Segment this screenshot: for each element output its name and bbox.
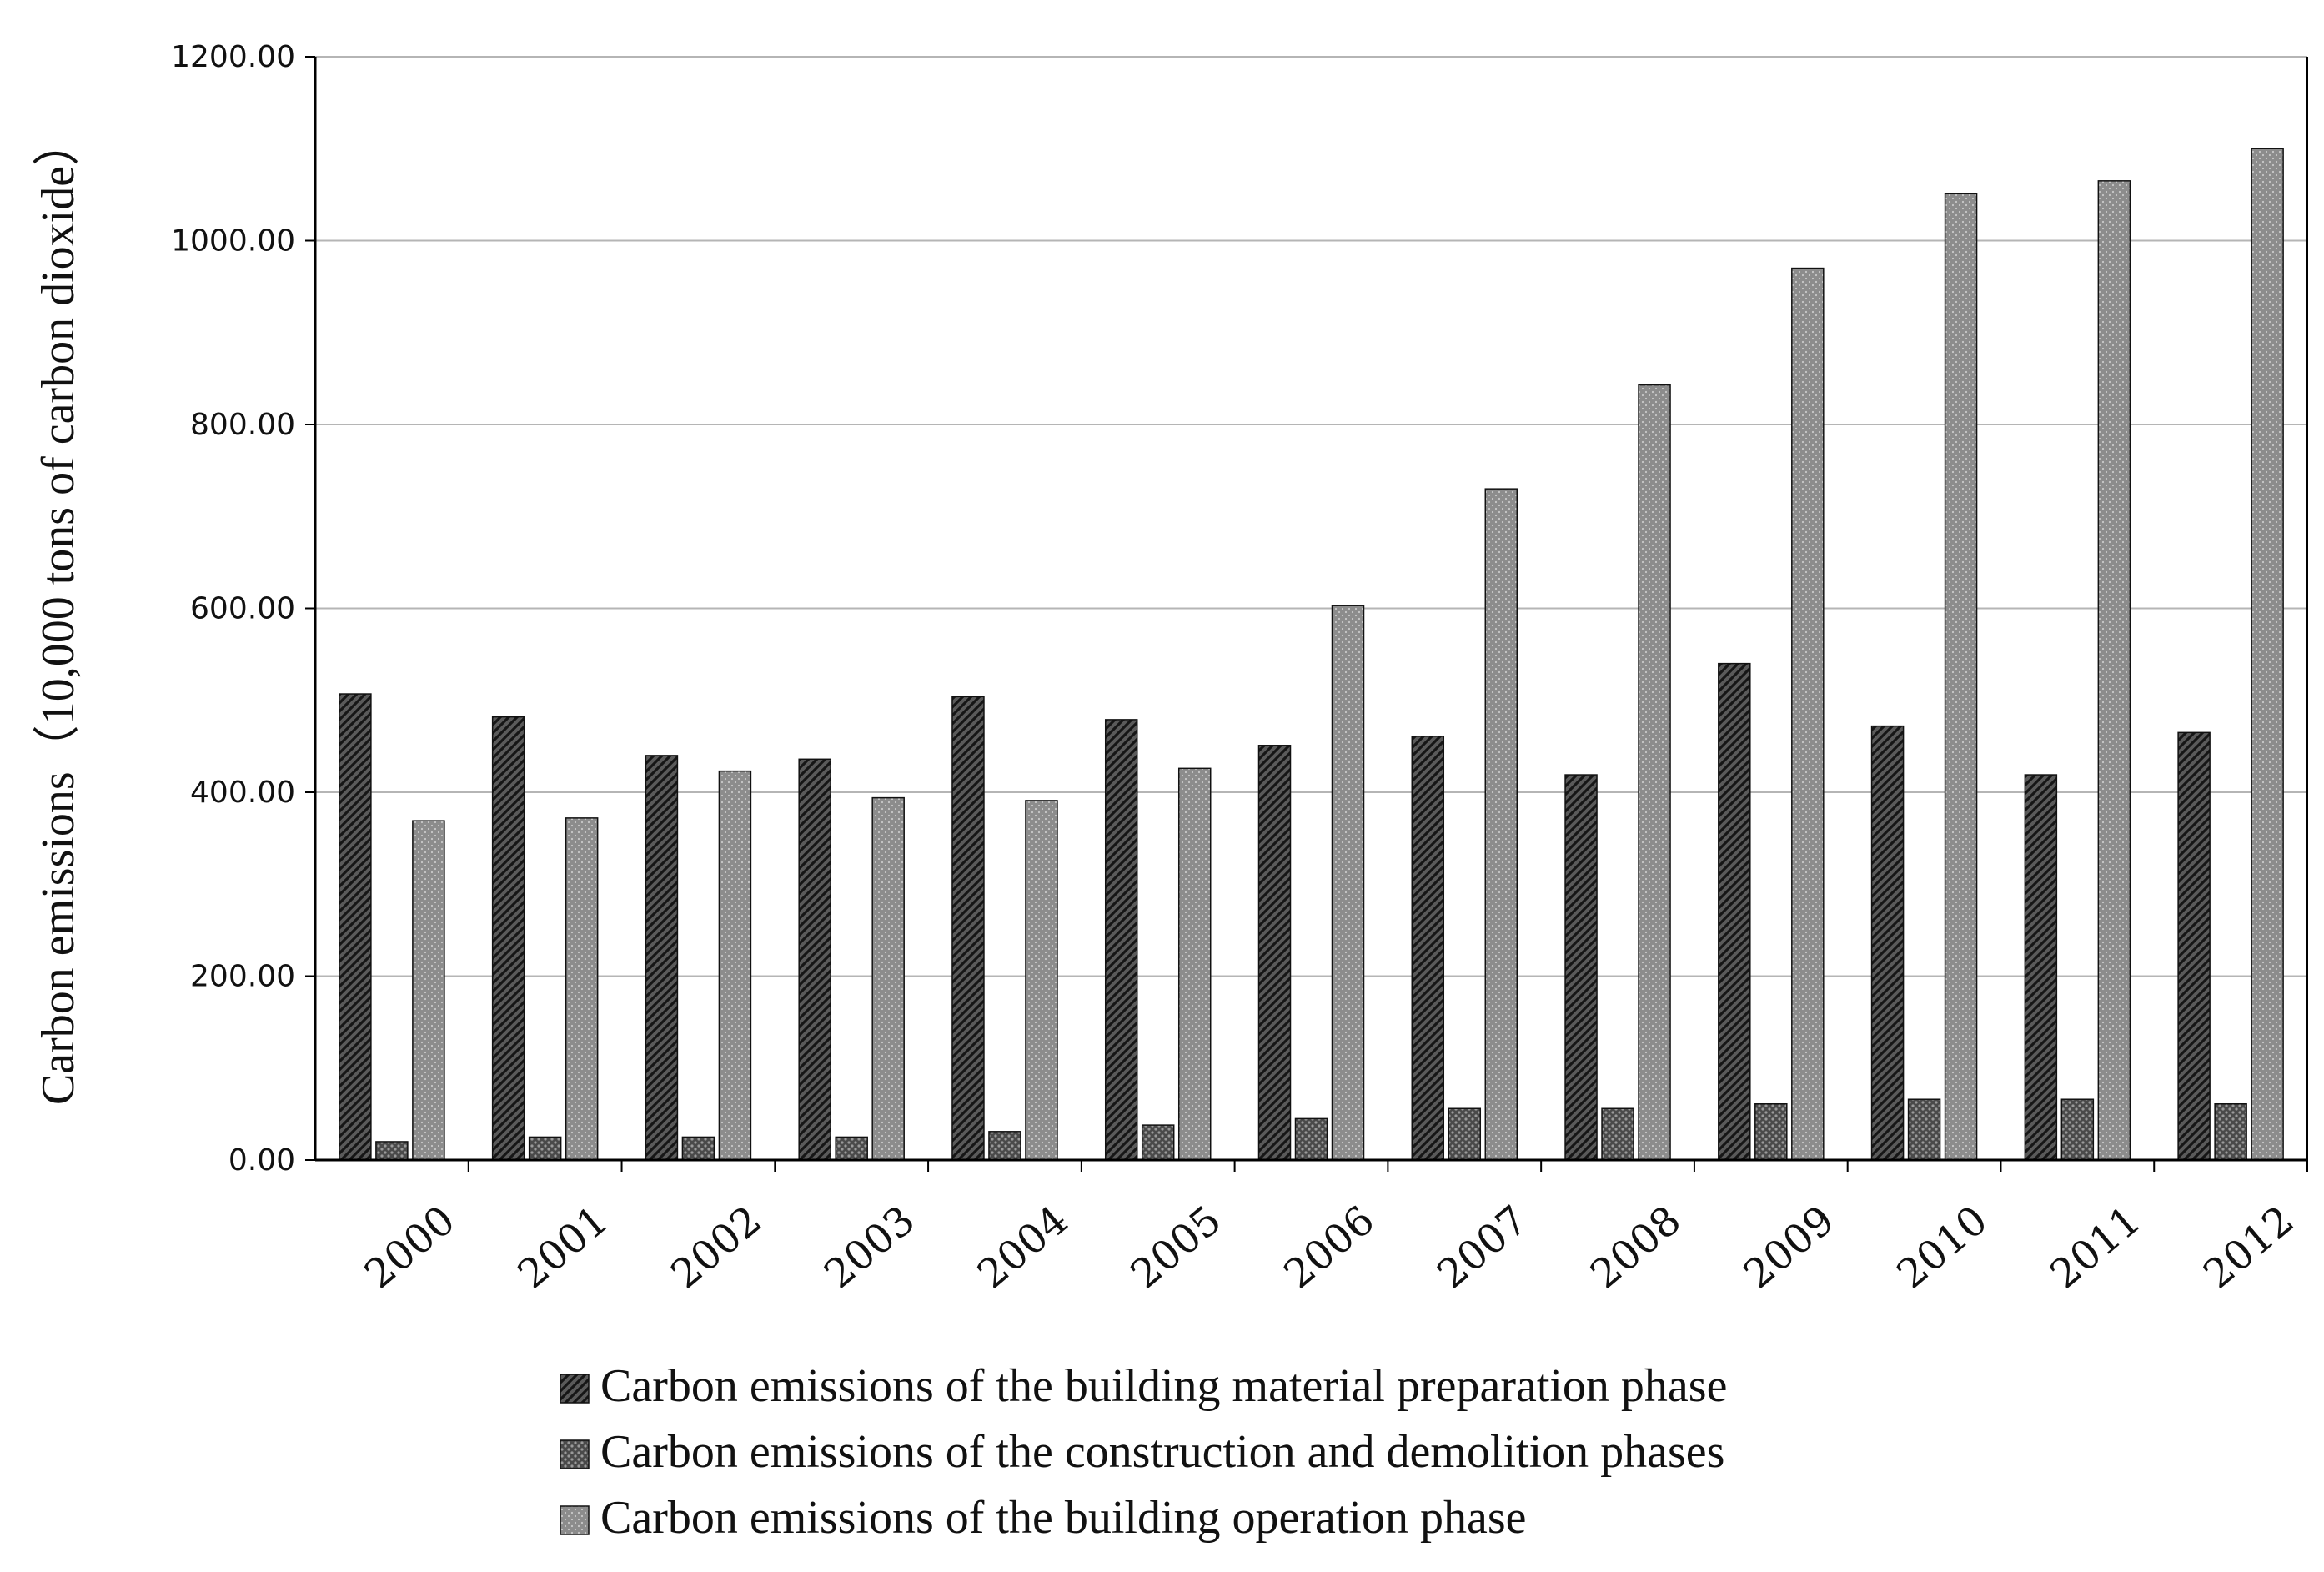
bar-series1-2000: [339, 693, 372, 1161]
legend-label-3: Carbon emissions of the building operati…: [600, 1492, 1526, 1544]
x-tick-label: 2002: [662, 1197, 770, 1298]
x-tick-label: 2009: [1735, 1197, 1844, 1298]
bar-series3-2006: [1331, 605, 1365, 1161]
bar-series2-2011: [2060, 1098, 2095, 1161]
bar-series1-2006: [1257, 745, 1292, 1161]
x-tick-label: 2007: [1428, 1197, 1537, 1298]
bar-series1-2002: [645, 755, 679, 1161]
x-tick-label: 2012: [2195, 1197, 2303, 1298]
y-tick-label: 200.00: [190, 960, 295, 994]
bar-series2-2007: [1448, 1107, 1482, 1161]
bar-series2-2010: [1907, 1098, 1941, 1161]
bar-series3-2012: [2251, 148, 2284, 1161]
bar-series2-2000: [375, 1141, 409, 1161]
x-tick-label: 2000: [356, 1197, 464, 1298]
bar-series1-2012: [2177, 731, 2211, 1161]
bar-series2-2003: [835, 1136, 868, 1161]
legend-swatch-3: [560, 1505, 590, 1535]
bar-series3-2004: [1025, 800, 1058, 1161]
x-tick-label: 2008: [1582, 1197, 1690, 1298]
bar-series1-2011: [2024, 774, 2058, 1161]
bar-series3-2001: [565, 817, 599, 1161]
bar-series2-2008: [1601, 1107, 1634, 1161]
bar-series3-2003: [871, 796, 905, 1161]
bar-series1-2008: [1564, 774, 1598, 1161]
bars: [339, 148, 2284, 1161]
x-tick-label: 2001: [509, 1197, 618, 1298]
bar-series1-2003: [798, 758, 831, 1161]
x-tick-label: 2005: [1122, 1197, 1231, 1298]
x-tick-label: 2011: [2041, 1197, 2150, 1298]
legend-label-2: Carbon emissions of the construction and…: [600, 1426, 1724, 1478]
legend: Carbon emissions of the building materia…: [560, 1360, 1727, 1544]
y-tick-label: 1200.00: [171, 40, 295, 74]
y-tick-label: 800.00: [190, 408, 295, 442]
bar-series2-2006: [1294, 1117, 1328, 1161]
bar-series3-2009: [1791, 267, 1825, 1161]
y-tick-label: 600.00: [190, 592, 295, 626]
bar-series2-2002: [681, 1136, 715, 1161]
y-axis-title: Carbon emissions（10,000 tons of carbon d…: [33, 119, 84, 1105]
bar-series3-2002: [718, 770, 752, 1161]
bar-series2-2012: [2214, 1102, 2247, 1161]
bar-series2-2009: [1754, 1102, 1788, 1161]
legend-swatch-2: [560, 1439, 590, 1469]
legend-swatch-1: [560, 1374, 590, 1404]
x-tick-label: 2006: [1275, 1197, 1383, 1298]
bar-series1-2009: [1718, 662, 1751, 1161]
y-tick-label: 0.00: [228, 1143, 295, 1178]
bar-series2-2005: [1141, 1124, 1175, 1161]
bar-series3-2007: [1484, 488, 1518, 1161]
y-tick-label: 1000.00: [171, 224, 295, 259]
x-tick-label: 2004: [969, 1197, 1077, 1298]
bar-series3-2011: [2097, 180, 2131, 1161]
bar-series1-2007: [1411, 735, 1445, 1161]
y-tick-labels: 0.00 200.00 400.00 600.00 800.00 1000.00 1200.…: [171, 40, 315, 1178]
bar-series2-2004: [988, 1131, 1021, 1161]
gridlines: [315, 56, 2307, 977]
bar-series3-2000: [412, 820, 445, 1161]
bar-series1-2001: [491, 716, 525, 1161]
y-tick-label: 400.00: [190, 776, 295, 810]
x-tick-label: 2010: [1889, 1197, 1997, 1298]
bar-series3-2005: [1177, 767, 1212, 1161]
bar-series3-2010: [1944, 193, 1978, 1161]
x-tick-label: 2003: [816, 1197, 924, 1298]
bar-series1-2004: [951, 696, 985, 1161]
bar-series2-2001: [528, 1136, 562, 1161]
bar-series3-2008: [1638, 384, 1671, 1161]
legend-label-1: Carbon emissions of the building materia…: [600, 1360, 1727, 1412]
x-tick-labels: 2000 2001 2002 2003 2004 2005 2006 2007 2008 2009…: [356, 1160, 2308, 1298]
bar-series1-2005: [1104, 719, 1138, 1161]
bar-series1-2010: [1870, 725, 1905, 1161]
